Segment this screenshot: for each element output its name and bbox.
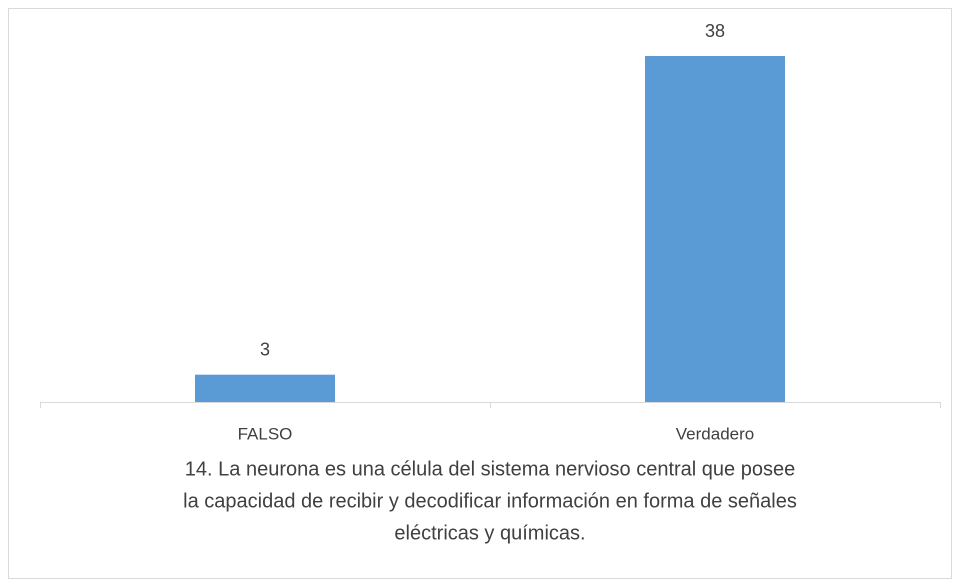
x-tick-label: Verdadero: [676, 424, 754, 443]
data-label: 38: [705, 21, 725, 41]
data-label: 3: [260, 339, 270, 359]
chart-frame: [8, 8, 952, 579]
x-tick-label: FALSO: [238, 424, 293, 443]
bar: [645, 56, 785, 402]
chart-title: la capacidad de recibir y decodificar in…: [183, 490, 797, 512]
chart-title: 14. La neurona es una célula del sistema…: [185, 458, 795, 480]
chart-title: eléctricas y químicas.: [394, 522, 585, 544]
bar: [195, 374, 335, 402]
